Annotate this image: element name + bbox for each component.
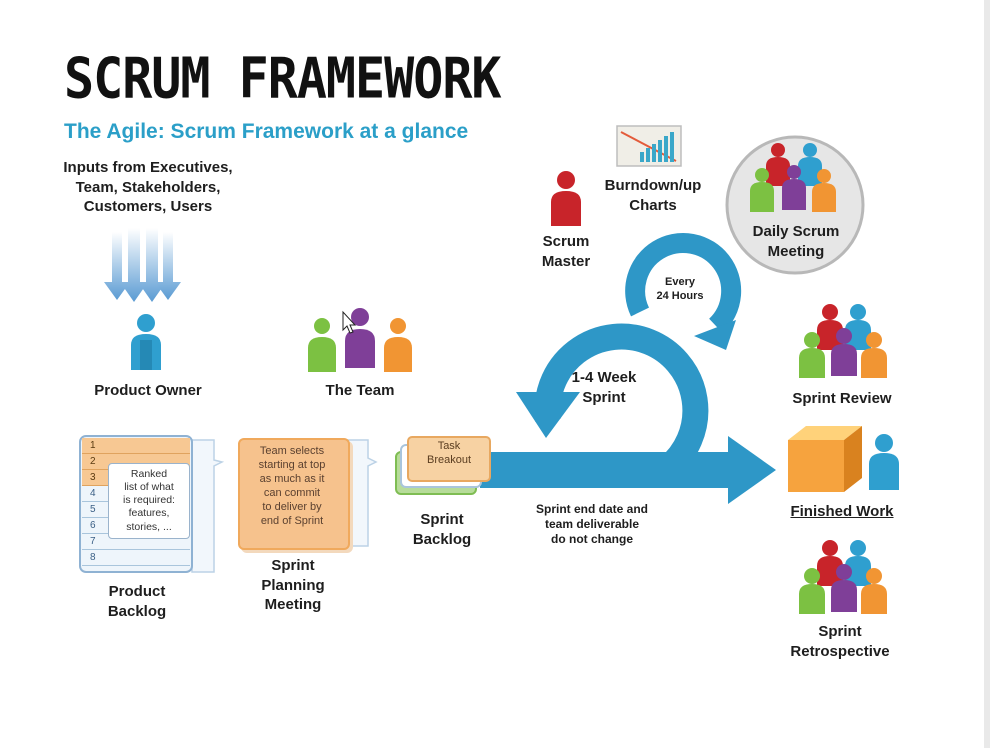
sprint-review-icon bbox=[799, 304, 887, 378]
burndown-label: Burndown/up Charts bbox=[604, 177, 702, 214]
product-owner-label: Product Owner bbox=[94, 382, 202, 399]
daily-scrum-label: Daily Scrum Meeting bbox=[752, 223, 840, 260]
daily-loop-arrow bbox=[625, 233, 742, 334]
main-flow-arrow bbox=[480, 436, 776, 504]
ranked-list-note: Ranked list of what is required: feature… bbox=[108, 463, 190, 539]
sprint-planning-card-text: Team selects starting at top as much as … bbox=[258, 445, 326, 528]
list-item: 1 bbox=[82, 438, 190, 454]
sprint-backlog-label: Sprint Backlog bbox=[412, 511, 472, 548]
sprint-retrospective-icon bbox=[799, 540, 887, 614]
sprint-end-note: Sprint end date and team deliverable do … bbox=[535, 502, 648, 546]
task-breakout-card bbox=[407, 436, 491, 482]
scrum-master-icon bbox=[551, 171, 581, 226]
sprint-review-label: Sprint Review bbox=[792, 390, 892, 407]
product-owner-icon bbox=[131, 314, 161, 370]
mouse-cursor-icon bbox=[342, 310, 357, 334]
finished-work-icon bbox=[788, 426, 899, 492]
sprint-loop-arrowhead bbox=[516, 392, 580, 438]
burndown-chart-icon bbox=[616, 125, 682, 167]
team-label: The Team bbox=[325, 382, 395, 399]
scrum-master-label: Scrum Master bbox=[541, 233, 591, 270]
sprint-retrospective-label: Sprint Retrospective bbox=[790, 623, 890, 660]
sprint-planning-stack bbox=[345, 439, 378, 547]
page-title: SCRUM FRAMEWORK bbox=[64, 46, 502, 111]
sprint-loop-arrow bbox=[534, 323, 709, 479]
team-icon bbox=[308, 308, 412, 372]
sprint-planning-label: Sprint Planning Meeting bbox=[261, 557, 325, 613]
task-breakout-text: Task Breakout bbox=[426, 440, 472, 466]
sprint-duration-label: 1-4 Week Sprint bbox=[571, 369, 637, 406]
inputs-arrows bbox=[104, 228, 181, 302]
inputs-label: Inputs from Executives, Team, Stakeholde… bbox=[63, 159, 233, 215]
every-24-hours-label: Every 24 Hours bbox=[656, 276, 704, 303]
window-edge bbox=[984, 0, 990, 748]
daily-loop-arrowhead bbox=[694, 320, 736, 350]
product-backlog-label: Product Backlog bbox=[107, 583, 167, 620]
list-item: 8 bbox=[82, 550, 190, 566]
sprint-planning-card bbox=[238, 438, 350, 550]
page-subtitle: The Agile: Scrum Framework at a glance bbox=[64, 120, 469, 143]
daily-scrum-meeting-icon bbox=[725, 135, 865, 275]
finished-work-label: Finished Work bbox=[790, 503, 894, 520]
